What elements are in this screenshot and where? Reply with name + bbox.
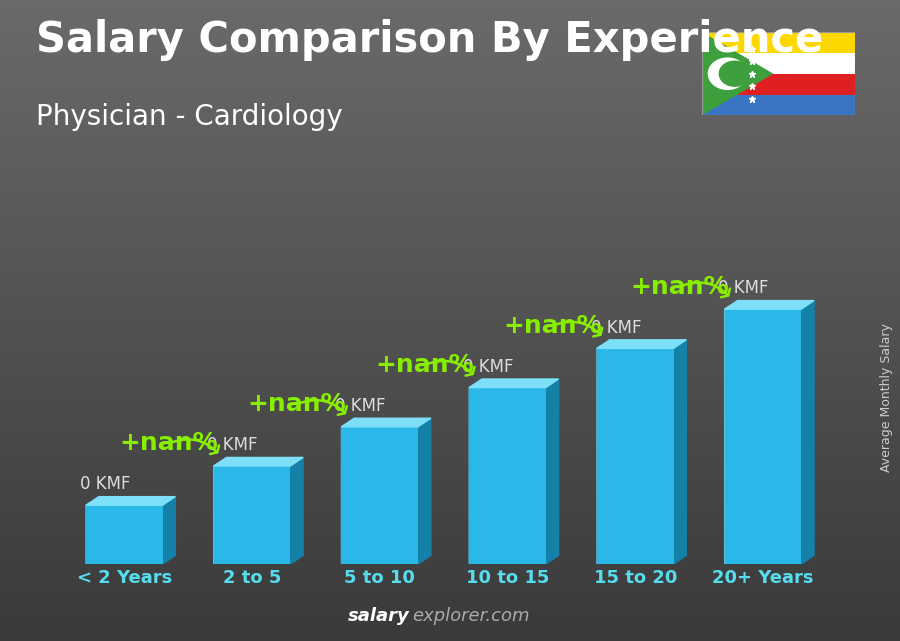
Text: +nan%: +nan% [631, 274, 730, 299]
Text: 0 KMF: 0 KMF [463, 358, 513, 376]
Text: 0 KMF: 0 KMF [335, 397, 385, 415]
Circle shape [708, 58, 747, 89]
Bar [702, 32, 855, 53]
Text: Physician - Cardiology: Physician - Cardiology [36, 103, 343, 131]
Text: explorer.com: explorer.com [412, 607, 530, 625]
Bar [469, 388, 545, 564]
Polygon shape [702, 32, 773, 115]
Polygon shape [418, 418, 431, 564]
Polygon shape [86, 503, 90, 564]
Polygon shape [163, 497, 176, 564]
Circle shape [719, 62, 750, 87]
Bar [86, 505, 163, 564]
Text: Average Monthly Salary: Average Monthly Salary [880, 323, 893, 472]
Bar [597, 349, 673, 564]
Polygon shape [213, 458, 303, 466]
Polygon shape [724, 301, 814, 309]
Polygon shape [673, 340, 687, 564]
Polygon shape [597, 345, 600, 564]
Text: +nan%: +nan% [375, 353, 474, 377]
Polygon shape [213, 463, 218, 564]
Polygon shape [86, 497, 176, 505]
Bar [724, 309, 801, 564]
Text: +nan%: +nan% [503, 314, 602, 338]
Bar [702, 53, 855, 74]
Polygon shape [469, 385, 473, 564]
Polygon shape [341, 424, 346, 564]
Polygon shape [801, 301, 814, 564]
Polygon shape [545, 379, 559, 564]
Polygon shape [341, 418, 431, 427]
Text: +nan%: +nan% [248, 392, 346, 416]
Text: salary: salary [347, 607, 410, 625]
Text: 0 KMF: 0 KMF [590, 319, 641, 337]
Bar [213, 466, 291, 564]
Polygon shape [597, 340, 687, 349]
Polygon shape [724, 306, 728, 564]
Bar [341, 427, 419, 564]
Polygon shape [291, 458, 303, 564]
Bar [702, 74, 855, 94]
Polygon shape [469, 379, 559, 388]
Text: 0 KMF: 0 KMF [207, 437, 257, 454]
Text: 0 KMF: 0 KMF [718, 279, 769, 297]
Text: +nan%: +nan% [120, 431, 219, 456]
Text: 0 KMF: 0 KMF [79, 476, 130, 494]
Bar [702, 94, 855, 115]
Text: Salary Comparison By Experience: Salary Comparison By Experience [36, 19, 824, 62]
